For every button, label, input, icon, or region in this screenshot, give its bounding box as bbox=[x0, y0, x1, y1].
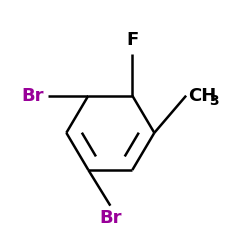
Text: F: F bbox=[126, 31, 138, 49]
Text: CH: CH bbox=[188, 87, 217, 105]
Text: Br: Br bbox=[99, 209, 122, 227]
Text: 3: 3 bbox=[209, 94, 219, 108]
Text: Br: Br bbox=[22, 87, 44, 105]
